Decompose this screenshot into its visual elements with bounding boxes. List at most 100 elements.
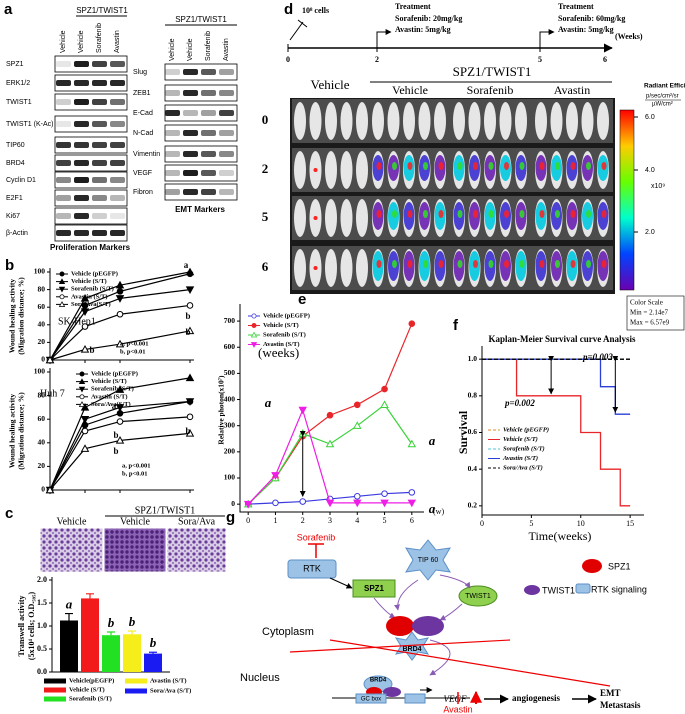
y-tick-label: 0.5 (37, 644, 47, 653)
timeline-tick-label: 6 (603, 55, 607, 64)
point (407, 499, 417, 508)
mouse (294, 151, 306, 189)
tip60-label: TIP 60 (418, 557, 439, 564)
band (183, 90, 198, 96)
band (74, 80, 89, 86)
treatment-dose: Avastin: 5mg/kg (558, 25, 614, 34)
mouse (356, 249, 368, 287)
band (92, 195, 107, 201)
group-header: SPZ1/TWIST1 (135, 505, 196, 516)
signal (457, 260, 463, 268)
signal (586, 162, 591, 170)
bar (81, 598, 99, 672)
legend-label: SPZ1 (608, 561, 631, 571)
mouse (499, 102, 512, 140)
band (183, 110, 198, 116)
legend-label: Sora/Ava (S/T) (150, 687, 191, 694)
y-tick-label: 0.8 (468, 391, 478, 400)
mouse (453, 102, 465, 140)
brd4-label: BRD4 (402, 646, 421, 653)
band (110, 160, 125, 166)
point (326, 411, 334, 419)
row-label: 0 (262, 112, 269, 127)
series-line (49, 400, 191, 491)
y-tick-label: 600 (224, 342, 236, 351)
mouse (294, 249, 306, 287)
band (219, 130, 234, 136)
point (115, 436, 125, 444)
legend-marker (251, 313, 257, 319)
point (116, 288, 124, 295)
band (74, 99, 89, 105)
blot-header: SPZ1/TWIST1 (175, 15, 227, 24)
band (110, 121, 125, 127)
colorbar-tick-label: 2.0 (645, 229, 655, 236)
y-tick-label: 1.0 (468, 354, 478, 363)
timeline-unit: (Weeks) (615, 32, 643, 41)
legend-swatch (44, 696, 66, 702)
cells-label: 10⁸ cells (302, 6, 329, 15)
band (201, 69, 216, 75)
lane-label: Vehicle (169, 38, 176, 61)
signal (407, 210, 413, 218)
band (56, 230, 71, 236)
error-bar (65, 612, 73, 621)
series-line (49, 432, 191, 491)
y-tick-label: 20 (38, 461, 46, 470)
signal (601, 210, 607, 218)
band (92, 177, 107, 183)
band (165, 130, 180, 136)
arrow (439, 574, 471, 589)
image-row (292, 246, 613, 290)
y-tick-label: 60 (38, 414, 46, 423)
y-tick-label: 40 (38, 320, 46, 329)
y-tick-label: 700 (224, 316, 236, 325)
band (110, 177, 125, 183)
spz1-node (386, 616, 414, 636)
band (201, 130, 216, 136)
colorbar-tick-label: 4.0 (645, 167, 655, 174)
y-axis-label: Wound healing activity (8, 394, 17, 468)
signal (570, 162, 576, 170)
x-axis-label: Time(weeks) (529, 529, 592, 543)
y-tick-label: 100 (34, 267, 46, 276)
x-tick-label: 5 (529, 519, 533, 528)
panel-label: b (5, 257, 14, 274)
row-label: TWIST1 (K-Ac) (6, 121, 53, 128)
signal (488, 162, 494, 170)
arrow (373, 597, 396, 619)
row-label: 6 (262, 259, 269, 274)
point (185, 326, 195, 335)
point (115, 385, 125, 393)
lane-label: Vehicle (60, 30, 67, 53)
band (56, 195, 71, 201)
point (185, 398, 195, 406)
y-tick-label: 0 (231, 499, 235, 508)
mouse (325, 102, 337, 140)
mouse (356, 151, 368, 189)
band (219, 90, 234, 96)
note: a, p<0.001 (120, 340, 148, 347)
legend-label: Sorafenib (S/T) (263, 331, 306, 338)
treatment-dose: Avastin: 5mg/kg (395, 25, 451, 34)
row-label: BRD4 (6, 160, 25, 167)
band (110, 61, 125, 67)
band (201, 189, 216, 195)
micrograph (39, 527, 104, 573)
mouse (515, 102, 527, 140)
band (74, 121, 89, 127)
point (353, 401, 361, 409)
row-label: E2F1 (6, 195, 23, 202)
legend-marker (59, 271, 65, 277)
rtk-label: RTK (303, 563, 321, 573)
twist1-node (458, 585, 498, 607)
row-label: 2 (262, 161, 269, 176)
legend-label: TWIST1 (542, 585, 575, 595)
x-axis-label: (w) (433, 507, 444, 516)
gc-box-label: GC box (361, 697, 381, 703)
legend-marker (250, 342, 258, 348)
signal (392, 260, 397, 268)
mouse (550, 102, 563, 140)
mouse (294, 102, 306, 140)
annotation: b (89, 345, 94, 355)
